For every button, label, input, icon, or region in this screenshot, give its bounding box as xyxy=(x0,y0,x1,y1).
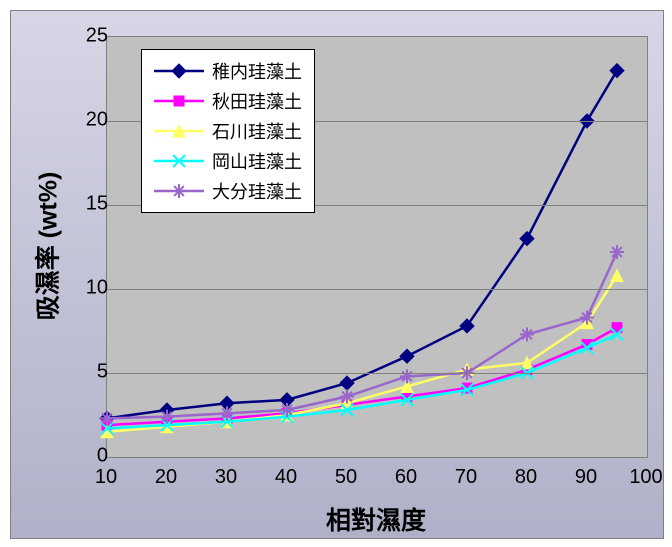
y-tick-label: 20 xyxy=(68,109,108,132)
legend-swatch xyxy=(154,151,204,171)
x-tick-label: 30 xyxy=(206,466,246,489)
x-axis-label: 相對濕度 xyxy=(106,501,646,537)
x-tick-label: 40 xyxy=(266,466,306,489)
legend-swatch xyxy=(154,181,204,201)
series-marker xyxy=(611,270,623,282)
series-marker xyxy=(610,64,624,78)
gridline xyxy=(107,373,647,374)
gridline xyxy=(107,289,647,290)
series-marker xyxy=(340,376,354,390)
series-marker xyxy=(160,410,174,424)
legend-swatch xyxy=(154,91,204,111)
y-axis-label: 吸濕率 (wt%) xyxy=(28,172,64,321)
x-tick-label: 10 xyxy=(86,466,126,489)
y-tick-label: 0 xyxy=(68,445,108,468)
series-marker xyxy=(340,390,354,404)
legend-item: 石川珪藻土 xyxy=(154,116,302,146)
y-tick-label: 5 xyxy=(68,361,108,384)
x-tick-label: 50 xyxy=(326,466,366,489)
chart-frame: 吸濕率 (wt%) 相對濕度 稚内珪藻土秋田珪藻土石川珪藻土岡山珪藻土大分珪藻土… xyxy=(10,10,664,539)
chart-container: 吸濕率 (wt%) 相對濕度 稚内珪藻土秋田珪藻土石川珪藻土岡山珪藻土大分珪藻土… xyxy=(0,0,672,547)
x-tick-label: 100 xyxy=(626,466,666,489)
series-marker xyxy=(610,245,624,259)
y-axis-label-container: 吸濕率 (wt%) xyxy=(26,36,66,456)
series-marker xyxy=(400,369,414,383)
x-tick-label: 60 xyxy=(386,466,426,489)
series-marker xyxy=(220,406,234,420)
legend-label: 石川珪藻土 xyxy=(212,118,302,144)
legend-label: 大分珪藻土 xyxy=(212,178,302,204)
legend-item: 大分珪藻土 xyxy=(154,176,302,206)
x-tick-label: 80 xyxy=(506,466,546,489)
y-tick-label: 15 xyxy=(68,193,108,216)
legend-swatch xyxy=(154,121,204,141)
legend-label: 稚内珪藻土 xyxy=(212,58,302,84)
x-tick-label: 90 xyxy=(566,466,606,489)
series-marker xyxy=(520,232,534,246)
series-marker xyxy=(100,411,114,425)
legend: 稚内珪藻土秋田珪藻土石川珪藻土岡山珪藻土大分珪藻土 xyxy=(141,49,315,213)
legend-label: 秋田珪藻土 xyxy=(212,88,302,114)
series-line xyxy=(107,252,617,418)
legend-item: 秋田珪藻土 xyxy=(154,86,302,116)
legend-item: 稚内珪藻土 xyxy=(154,56,302,86)
series-marker xyxy=(520,327,534,341)
legend-label: 岡山珪藻土 xyxy=(212,148,302,174)
series-marker xyxy=(280,403,294,417)
y-tick-label: 25 xyxy=(68,25,108,48)
series-marker xyxy=(400,349,414,363)
x-tick-label: 70 xyxy=(446,466,486,489)
x-tick-label: 20 xyxy=(146,466,186,489)
legend-item: 岡山珪藻土 xyxy=(154,146,302,176)
series-marker xyxy=(460,319,474,333)
y-tick-label: 10 xyxy=(68,277,108,300)
legend-swatch xyxy=(154,61,204,81)
series-line xyxy=(107,334,617,428)
